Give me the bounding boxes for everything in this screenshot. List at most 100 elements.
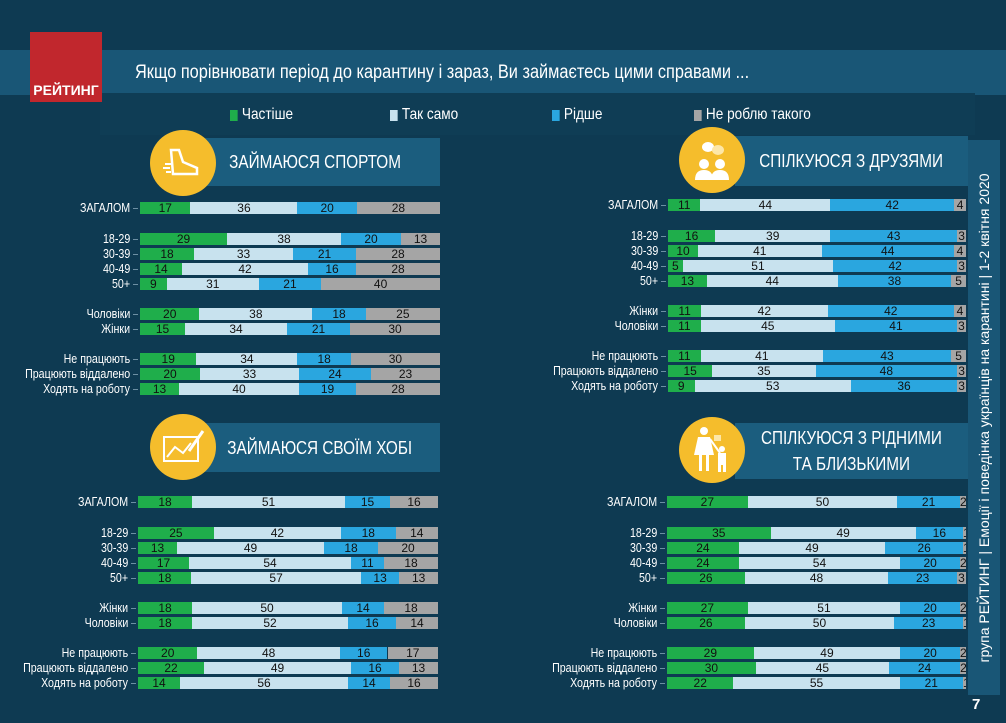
bar-segment-less: 19 (299, 383, 356, 395)
bar-segment-less: 16 (351, 662, 399, 674)
category-label: Ходять на роботу (43, 381, 130, 396)
bar-segment-dont: 2 (960, 496, 966, 508)
bar-segment-more: 11 (668, 350, 701, 362)
bar-segment-less: 21 (293, 248, 356, 260)
bar-segment-less: 23 (888, 572, 958, 584)
bar-segment-more: 13 (140, 383, 179, 395)
axis-tick (660, 533, 665, 534)
category-label: 18-29 (102, 231, 130, 246)
category-label: 40-49 (629, 555, 657, 570)
bar-segment-more: 27 (667, 496, 748, 508)
bar-segment-dont: 13 (399, 572, 438, 584)
category-label: Ходять на роботу (570, 675, 657, 690)
bar-segment-less: 16 (308, 263, 356, 275)
bar-segment-dont: 16 (390, 677, 438, 689)
bar-segment-same: 42 (182, 263, 308, 275)
legend-label: Рідше (563, 106, 603, 123)
bar-segment-dont: 40 (321, 278, 440, 290)
bar-segment-dont: 3 (957, 572, 966, 584)
axis-tick (660, 608, 665, 609)
bar-segment-less: 20 (900, 557, 961, 569)
category-label: Ходять на роботу (571, 378, 658, 393)
bar-segment-less: 21 (899, 677, 963, 689)
bar-segment-same: 51 (192, 496, 345, 508)
bar-segment-more: 18 (138, 602, 192, 614)
bar-segment-more: 20 (140, 368, 200, 380)
bar-segment-same: 54 (189, 557, 351, 569)
bar-segment-same: 48 (744, 572, 889, 584)
bar-segment-dont: 28 (356, 263, 440, 275)
bar-segment-dont: 4 (953, 245, 966, 257)
category-label: Чоловіки (613, 615, 657, 630)
bar-segment-more: 11 (668, 199, 701, 211)
bar-segment-dont: 30 (350, 323, 440, 335)
bar-segment-dont: 18 (384, 602, 438, 614)
axis-tick (133, 329, 138, 330)
logo-text: РЕЙТИНГ (33, 82, 99, 98)
running-shoe-icon (150, 130, 216, 196)
legend-label: Не роблю такого (705, 106, 811, 123)
bar-segment-more: 10 (668, 245, 699, 257)
bar-segment-dont: 13 (399, 662, 438, 674)
axis-tick (660, 683, 665, 684)
bar-segment-more: 22 (138, 662, 204, 674)
category-label: Не працюють (590, 645, 657, 660)
category-label: 30-39 (100, 540, 128, 555)
bar-segment-dont: 2 (960, 662, 966, 674)
axis-tick (133, 239, 138, 240)
bar-segment-less: 38 (837, 275, 952, 287)
bar-segment-dont: 1 (962, 677, 966, 689)
axis-tick (131, 563, 136, 564)
axis-tick (660, 653, 665, 654)
legend-item-dont: Не роблю такого (694, 106, 811, 124)
category-label: Чоловіки (614, 318, 658, 333)
bar-segment-less: 20 (341, 233, 401, 245)
bar-segment-same: 41 (700, 350, 823, 362)
bar-segment-less: 26 (885, 542, 963, 554)
bar-segment-less: 18 (297, 353, 351, 365)
category-label: 18-29 (629, 525, 657, 540)
bar-segment-less: 16 (915, 527, 964, 539)
bar-segment-same: 50 (747, 496, 898, 508)
category-label: Чоловіки (84, 615, 128, 630)
bar-segment-more: 14 (138, 677, 180, 689)
legend-swatch (552, 109, 560, 121)
bar-segment-less: 18 (341, 527, 396, 539)
bar-segment-more: 20 (140, 308, 200, 320)
bar-segment-same: 33 (194, 248, 293, 260)
axis-tick (660, 578, 665, 579)
bar-segment-same: 53 (694, 380, 851, 392)
bar-segment-less: 21 (897, 496, 960, 508)
axis-tick (133, 314, 138, 315)
bar-segment-less: 18 (324, 542, 378, 554)
bar-segment-same: 39 (715, 230, 831, 242)
legend-item-less: Рідше (552, 106, 602, 124)
bar-segment-same: 48 (197, 647, 340, 659)
bar-segment-more: 22 (667, 677, 734, 689)
bar-segment-dont: 30 (350, 353, 440, 365)
bar-segment-dont: 3 (957, 365, 966, 377)
axis-tick (131, 623, 136, 624)
axis-tick (661, 266, 666, 267)
bar-segment-more: 16 (668, 230, 716, 242)
bar-segment-less: 15 (345, 496, 390, 508)
bar-segment-dont: 3 (957, 320, 966, 332)
axis-tick (131, 668, 136, 669)
bar-segment-same: 49 (738, 542, 886, 554)
bar-segment-dont: 4 (954, 199, 966, 211)
axis-tick (133, 374, 138, 375)
category-label: 40-49 (630, 258, 658, 273)
bar-segment-same: 49 (770, 527, 916, 539)
bar-segment-dont: 3 (957, 230, 966, 242)
bar-segment-more: 5 (668, 260, 683, 272)
bar-segment-less: 42 (833, 260, 958, 272)
axis-tick (131, 533, 136, 534)
bar-segment-more: 18 (138, 572, 192, 584)
bar-segment-dont: 28 (356, 248, 440, 260)
legend-item-more: Частіше (230, 106, 293, 124)
bar-segment-more: 18 (138, 617, 192, 629)
axis-tick (131, 653, 136, 654)
axis-tick (133, 208, 138, 209)
bar-segment-same: 49 (177, 542, 324, 554)
bar-segment-dont: 25 (365, 308, 440, 320)
